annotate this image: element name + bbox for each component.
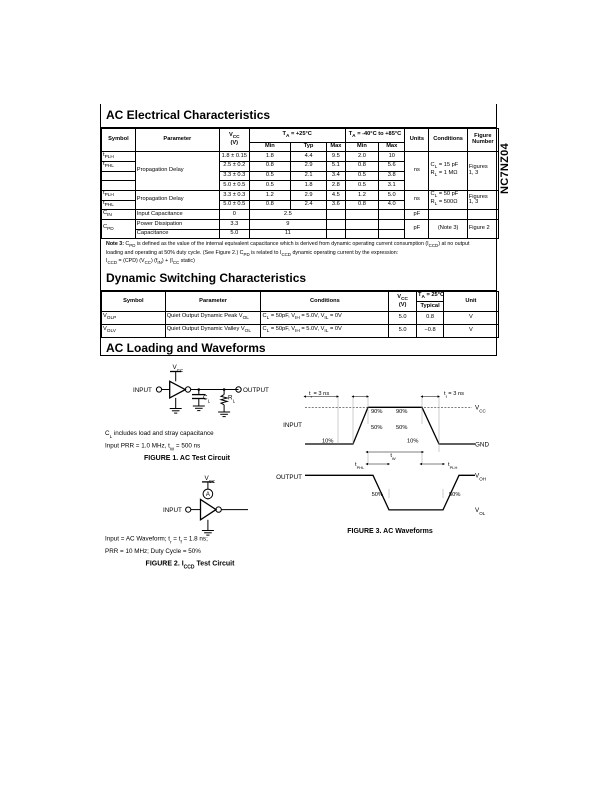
svg-text:INPUT: INPUT <box>133 387 152 394</box>
svg-text:Input PRR = 1.0 MHz, tW = 500: Input PRR = 1.0 MHz, tW = 500 ns <box>105 443 200 452</box>
svg-text:CL: CL <box>203 395 211 404</box>
svg-text:Input = AC Waveform; tr = tf =: Input = AC Waveform; tr = tf = 1.8 ns; <box>105 536 208 545</box>
svg-text:VOL: VOL <box>475 507 486 516</box>
svg-text:CL includes load and stray cap: CL includes load and stray capacitance <box>105 430 214 439</box>
svg-text:tPLH: tPLH <box>448 462 457 470</box>
svg-text:A: A <box>206 492 210 498</box>
svg-text:tf = 3 ns: tf = 3 ns <box>444 391 464 399</box>
svg-text:FIGURE 2. ICCD Test Circuit: FIGURE 2. ICCD Test Circuit <box>146 560 236 570</box>
svg-text:PRR = 10 MHz; Duty Cycle = 50%: PRR = 10 MHz; Duty Cycle = 50% <box>105 548 201 555</box>
svg-text:INPUT: INPUT <box>163 507 182 514</box>
svg-text:90%: 90% <box>371 409 382 415</box>
svg-text:GND: GND <box>475 441 489 448</box>
svg-text:90%: 90% <box>396 409 407 415</box>
svg-text:tPHL: tPHL <box>355 462 365 470</box>
svg-text:RL: RL <box>228 395 236 404</box>
svg-text:50%: 50% <box>396 425 407 431</box>
svg-text:50%: 50% <box>449 492 460 498</box>
svg-text:FIGURE 3. AC Waveforms: FIGURE 3. AC Waveforms <box>347 528 433 535</box>
svg-text:50%: 50% <box>371 425 382 431</box>
svg-text:tW: tW <box>390 453 396 461</box>
svg-text:VOH: VOH <box>475 473 486 482</box>
svg-text:OUTPUT: OUTPUT <box>276 474 302 481</box>
svg-text:10%: 10% <box>322 439 333 445</box>
svg-text:FIGURE 1. AC Test Circuit: FIGURE 1. AC Test Circuit <box>144 455 231 462</box>
svg-text:tr = 3 ns: tr = 3 ns <box>309 391 329 399</box>
svg-text:10%: 10% <box>407 439 418 445</box>
svg-text:50%: 50% <box>372 492 383 498</box>
svg-text:OUTPUT: OUTPUT <box>243 387 269 394</box>
svg-text:INPUT: INPUT <box>283 422 302 429</box>
svg-text:VCC: VCC <box>475 405 486 414</box>
